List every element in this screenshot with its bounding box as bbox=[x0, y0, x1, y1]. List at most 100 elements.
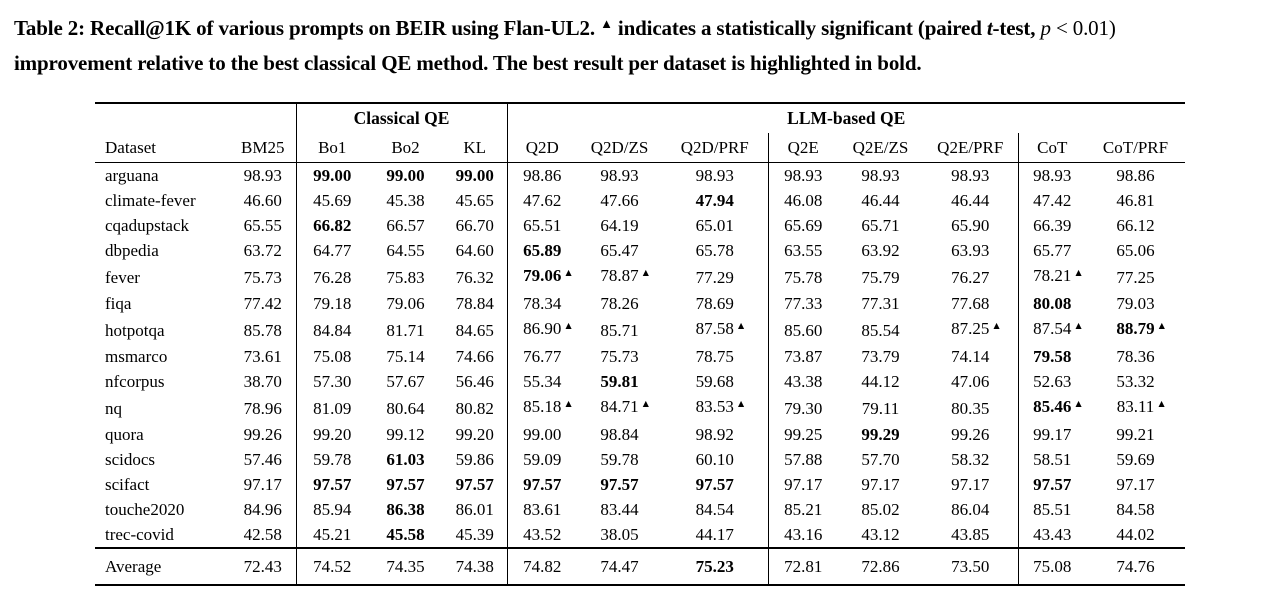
cell-arguana-q2d: 98.86 bbox=[506, 162, 577, 188]
cell-nfcorpus-q2e: 43.38 bbox=[767, 369, 838, 394]
significance-triangle-icon: ▲ bbox=[600, 16, 613, 31]
dataset-name: nfcorpus bbox=[105, 372, 165, 391]
cell-fever-q2d-zs: 78.87 ▲ bbox=[600, 266, 652, 285]
metric-value: 88.79 bbox=[1116, 319, 1155, 338]
cell-nq-q2e-zs: 79.11 bbox=[838, 394, 923, 422]
cell-dbpedia-cot-prf: 65.06 bbox=[1086, 238, 1185, 263]
cell-fiqa-q2e: 77.33 bbox=[767, 291, 838, 316]
cell-dbpedia-bo2: 64.55 bbox=[368, 238, 443, 263]
cell-arguana-bm25: 98.93 bbox=[230, 163, 296, 189]
metric-value: 97.57 bbox=[1033, 475, 1072, 494]
metric-value: 79.18 bbox=[313, 294, 352, 313]
cell-touche2020-q2d-prf: 84.54 bbox=[662, 497, 768, 522]
metric-value: 81.09 bbox=[313, 398, 352, 418]
cell-cqadupstack-q2e: 65.69 bbox=[767, 213, 838, 238]
metric-value: 64.77 bbox=[313, 241, 352, 260]
cell-hotpotqa-bm25: 85.78 bbox=[230, 316, 296, 344]
cell-climate-fever-q2d-prf: 47.94 bbox=[662, 188, 768, 213]
cell-fiqa-q2e-zs: 77.31 bbox=[838, 291, 923, 316]
cell-average-kl: 74.38 bbox=[443, 548, 507, 585]
cell-quora-cot-prf: 99.21 bbox=[1086, 422, 1185, 447]
cell-climate-fever-bo2: 45.38 bbox=[368, 188, 443, 213]
cell-msmarco-q2e: 73.87 bbox=[767, 344, 838, 369]
cell-fever-bm25: 75.73 bbox=[230, 263, 296, 291]
cell-arguana-bo1: 99.00 bbox=[295, 162, 368, 188]
metric-value: 59.78 bbox=[600, 450, 639, 469]
metric-value: 97.57 bbox=[386, 475, 425, 494]
cell-touche2020-q2e-zs: 85.02 bbox=[838, 497, 923, 522]
metric-value: 63.93 bbox=[951, 241, 990, 260]
metric-value: 86.04 bbox=[951, 500, 990, 519]
cell-average-q2d-prf: 75.23 bbox=[662, 548, 768, 585]
cell-fiqa-cot: 80.08 bbox=[1017, 291, 1086, 316]
metric-value: 99.00 bbox=[386, 166, 425, 185]
metric-value: 47.06 bbox=[951, 372, 990, 391]
metric-value: 85.78 bbox=[243, 320, 282, 340]
metric-value: 74.14 bbox=[951, 347, 990, 366]
metric-value: 76.32 bbox=[455, 267, 494, 287]
metric-value: 86.90 bbox=[523, 319, 562, 338]
cell-quora-q2d-zs: 98.84 bbox=[577, 422, 662, 447]
metric-value: 44.02 bbox=[1116, 525, 1155, 544]
col-header-cot-prf: CoT/PRF bbox=[1086, 133, 1185, 163]
cell-trec-covid-bo1: 45.21 bbox=[295, 522, 368, 548]
metric-value: 97.17 bbox=[243, 475, 282, 494]
metric-value: 99.00 bbox=[313, 166, 352, 185]
cell-scifact-cot: 97.57 bbox=[1017, 472, 1086, 497]
cell-average-q2d-zs: 74.47 bbox=[577, 548, 662, 585]
metric-value: 59.69 bbox=[1116, 450, 1155, 469]
metric-value: 59.81 bbox=[600, 372, 639, 391]
cell-climate-fever-q2d: 47.62 bbox=[506, 188, 577, 213]
metric-value: 74.76 bbox=[1116, 557, 1155, 576]
metric-value: 73.79 bbox=[861, 347, 900, 366]
metric-value: 44.12 bbox=[861, 372, 900, 391]
metric-value: 80.08 bbox=[1033, 294, 1072, 313]
metric-value: 76.77 bbox=[523, 347, 562, 366]
metric-value: 72.86 bbox=[861, 557, 900, 576]
table-row: hotpotqa 85.78 84.84 81.71 84.65 86.90 ▲ 85.71 8… bbox=[95, 316, 1185, 344]
cell-scifact-q2d-zs: 97.57 bbox=[577, 472, 662, 497]
metric-value: 97.17 bbox=[861, 475, 900, 494]
metric-value: 99.26 bbox=[243, 425, 282, 444]
metric-value: 85.60 bbox=[784, 320, 823, 340]
metric-value: 57.30 bbox=[313, 372, 352, 391]
metric-value: 99.17 bbox=[1033, 425, 1072, 444]
cell-scifact-q2e-zs: 97.17 bbox=[838, 472, 923, 497]
table-row: dbpedia 63.72 64.77 64.55 64.60 65.89 65.47 65.… bbox=[95, 238, 1185, 263]
cell-nfcorpus-q2d-prf: 59.68 bbox=[662, 369, 768, 394]
metric-value: 65.51 bbox=[523, 216, 562, 235]
metric-value: 78.84 bbox=[455, 294, 494, 313]
cell-quora-bm25: 99.26 bbox=[230, 422, 296, 447]
cell-touche2020-cot: 85.51 bbox=[1017, 497, 1086, 522]
cell-cqadupstack-bm25: 65.55 bbox=[230, 213, 296, 238]
cell-scidocs-q2e-zs: 57.70 bbox=[838, 447, 923, 472]
metric-value: 83.11 bbox=[1116, 397, 1155, 416]
cell-hotpotqa-cot-prf: 88.79 ▲ bbox=[1116, 319, 1168, 338]
metric-value: 74.38 bbox=[455, 557, 494, 576]
paper-page: Table 2: Recall@1K of various prompts on… bbox=[14, 16, 1185, 586]
metric-value: 83.61 bbox=[523, 500, 562, 519]
cell-scidocs-kl: 59.86 bbox=[443, 447, 507, 472]
metric-value: 45.21 bbox=[313, 525, 352, 544]
caption-text: improvement relative to the best classic… bbox=[14, 51, 922, 75]
metric-value: 98.92 bbox=[695, 425, 734, 444]
cell-trec-covid-bm25: 42.58 bbox=[230, 522, 296, 548]
cell-average-q2e: 72.81 bbox=[767, 548, 838, 585]
cell-msmarco-bo2: 75.14 bbox=[368, 344, 443, 369]
cell-average-bo2: 74.35 bbox=[368, 548, 443, 585]
metric-value: 87.54 bbox=[1033, 319, 1072, 338]
metric-value: 78.21 bbox=[1033, 266, 1072, 285]
metric-value: 78.96 bbox=[243, 398, 282, 418]
cell-scidocs-cot-prf: 59.69 bbox=[1086, 447, 1185, 472]
cell-fiqa-q2d: 78.34 bbox=[506, 291, 577, 316]
col-header-q2d-prf: Q2D/PRF bbox=[662, 133, 768, 163]
metric-value: 84.65 bbox=[455, 320, 494, 340]
cell-fiqa-q2e-prf: 77.68 bbox=[923, 291, 1018, 316]
metric-value: 63.55 bbox=[784, 241, 823, 260]
cell-nq-q2e-prf: 80.35 bbox=[923, 394, 1018, 422]
cell-scidocs-q2d-prf: 60.10 bbox=[662, 447, 768, 472]
cell-cqadupstack-kl: 66.70 bbox=[443, 213, 507, 238]
metric-value: 98.93 bbox=[1033, 166, 1072, 185]
cell-msmarco-bo1: 75.08 bbox=[295, 344, 368, 369]
metric-value: 97.57 bbox=[313, 475, 352, 494]
